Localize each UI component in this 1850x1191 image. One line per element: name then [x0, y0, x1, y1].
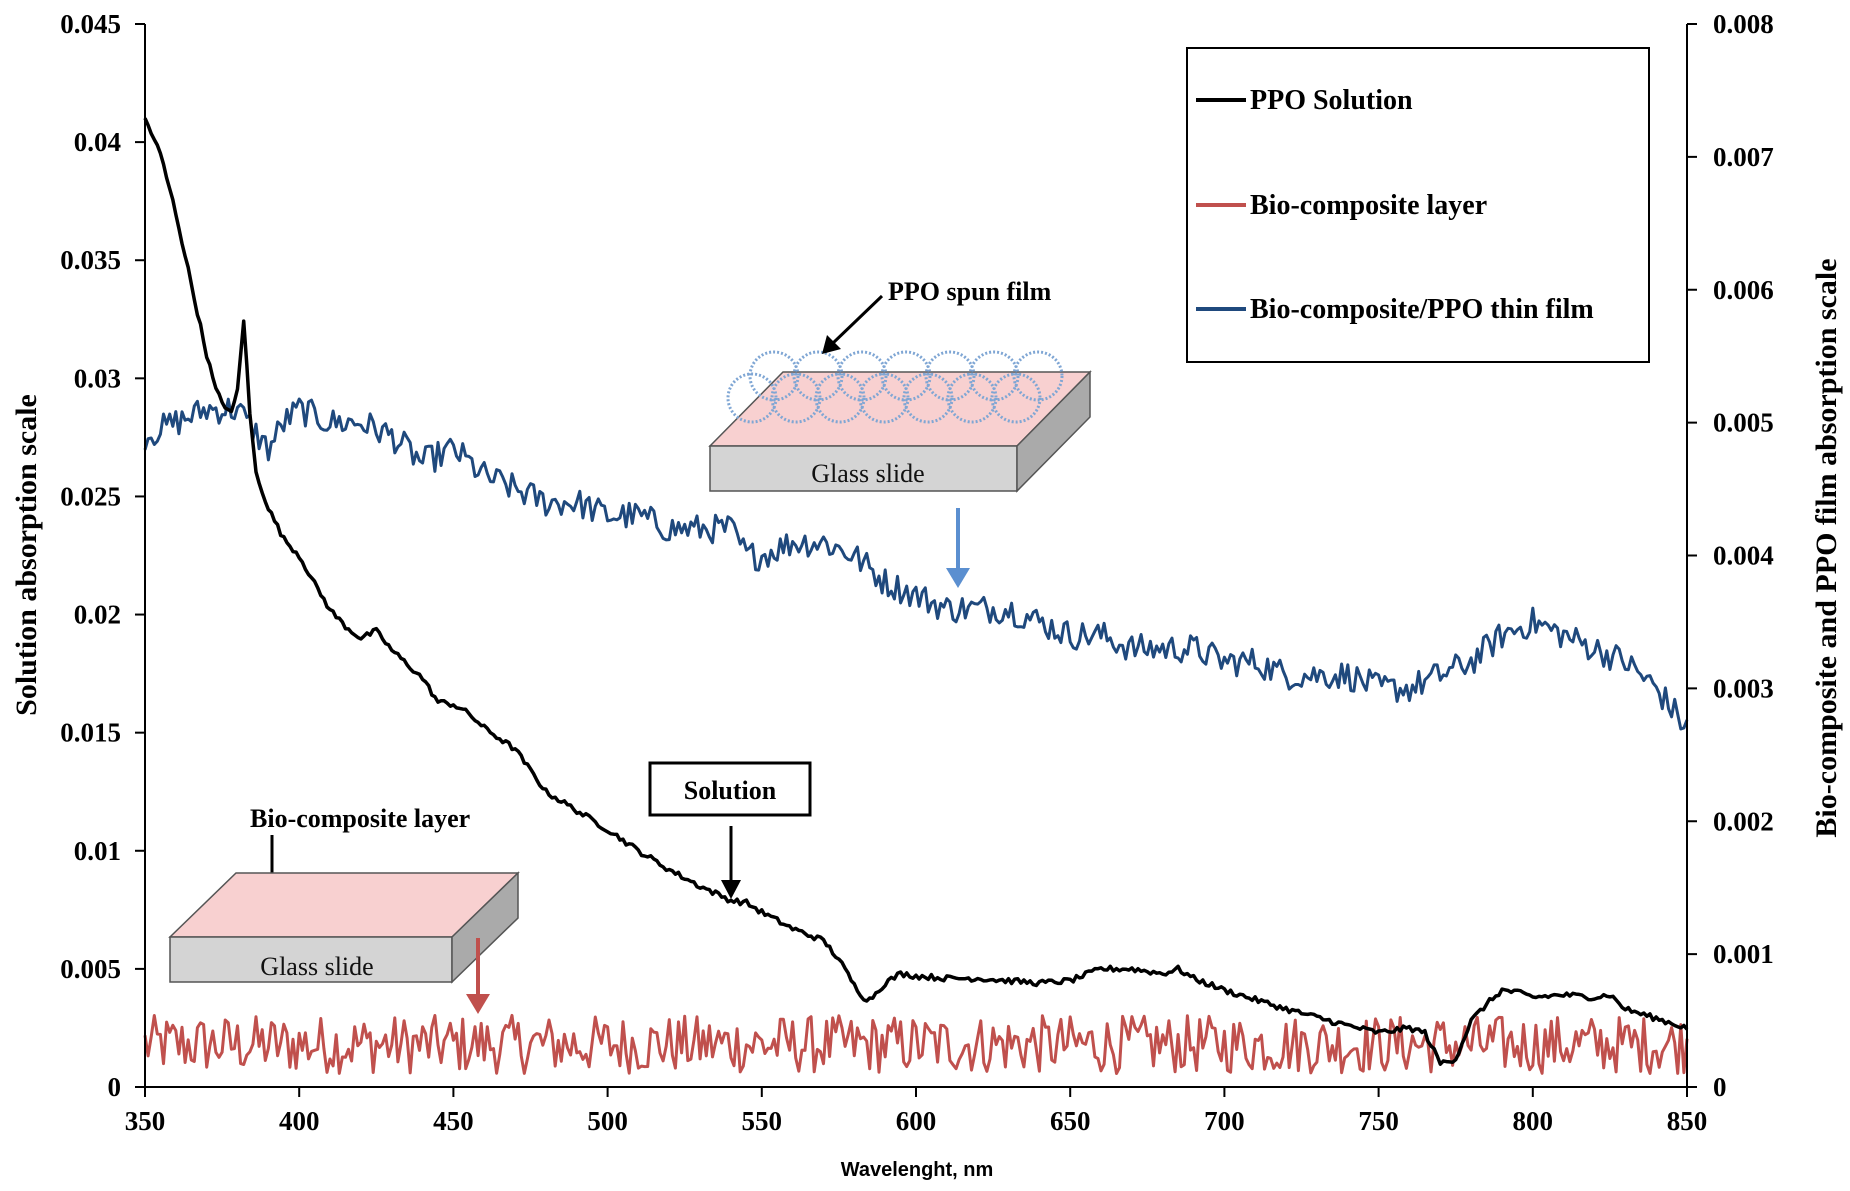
series-line-bio-composite-ppo-thin-film — [143, 397, 1689, 731]
film-slide-side — [1016, 370, 1091, 493]
legend-label-ppo-solution: PPO Solution — [1250, 85, 1413, 116]
x-tick-label: 650 — [1050, 1106, 1091, 1136]
legend-label-bio-composite-layer: Bio-composite layer — [1250, 190, 1487, 221]
y-tick-label-right: 0.001 — [1713, 939, 1774, 969]
x-axis-label: Wavelenght, nm — [841, 1159, 994, 1181]
glass-slide-label-left: Glass slide — [260, 952, 373, 981]
solution-annotation: Solution — [648, 761, 812, 899]
y-tick-label-left: 0.04 — [74, 127, 121, 157]
bio-pointer-arrowhead — [466, 994, 490, 1014]
ppo-ring — [946, 372, 998, 424]
bio-composite-layer-label: Bio-composite layer — [250, 804, 470, 833]
series-line-ppo-solution — [143, 117, 1689, 1066]
x-tick-label: 700 — [1204, 1106, 1245, 1136]
y-tick-label-left: 0.035 — [60, 245, 121, 275]
solution-box — [648, 761, 812, 817]
x-tick-label: 800 — [1513, 1106, 1554, 1136]
y-tick-label-right: 0.007 — [1713, 142, 1774, 172]
y-tick-label-left: 0.02 — [74, 600, 121, 630]
ticks-layer: 350 400 450 500 550 600 650 700 750 800 85000.0050… — [60, 9, 1774, 1136]
y-tick-label-left: 0.025 — [60, 481, 121, 511]
ppo-spun-film-arrowhead — [822, 335, 841, 354]
series-layer — [143, 117, 1689, 1075]
y-tick-label-left: 0.01 — [74, 836, 121, 866]
legend-label-thin-film: Bio-composite/PPO thin film — [1250, 294, 1594, 325]
thin-film-pointer-arrowhead — [946, 568, 970, 588]
y-axis-label-right: Bio-composite and PPO film absorption sc… — [1810, 258, 1843, 837]
ppo-film-illustration: Glass slide PPO spun film — [708, 277, 1092, 588]
ppo-ring — [858, 372, 910, 424]
ppo-ring — [924, 350, 976, 402]
x-tick-label: 600 — [896, 1106, 937, 1136]
glass-slide-label-right: Glass slide — [811, 459, 924, 488]
y-tick-label-left: 0.015 — [60, 718, 121, 748]
ppo-ring — [1012, 350, 1064, 402]
y-tick-label-right: 0.006 — [1713, 275, 1774, 305]
series-line-bio-composite-layer — [143, 1013, 1689, 1075]
solution-arrowhead — [721, 880, 741, 899]
ppo-ring — [814, 372, 866, 424]
ppo-ring — [792, 350, 844, 402]
legend-box — [1186, 47, 1650, 363]
ppo-ring — [748, 350, 800, 402]
ppo-ring — [726, 372, 778, 424]
y-tick-label-left: 0 — [108, 1072, 122, 1102]
x-tick-label: 350 — [125, 1106, 166, 1136]
ppo-rings — [726, 350, 1064, 424]
y-tick-label-right: 0.003 — [1713, 673, 1774, 703]
ppo-ring — [990, 372, 1042, 424]
ppo-spun-film-label: PPO spun film — [888, 277, 1052, 306]
ppo-ring — [968, 350, 1020, 402]
x-tick-label: 400 — [279, 1106, 320, 1136]
ppo-spun-film-arrow — [830, 294, 884, 346]
y-tick-label-right: 0.005 — [1713, 408, 1774, 438]
y-tick-label-right: 0 — [1713, 1072, 1727, 1102]
y-tick-label-right: 0.002 — [1713, 806, 1774, 836]
y-tick-label-right: 0.008 — [1713, 9, 1774, 39]
y-axis-label-left: Solution absorption scale — [10, 394, 43, 716]
x-tick-label: 850 — [1667, 1106, 1708, 1136]
x-tick-label: 750 — [1358, 1106, 1399, 1136]
x-tick-label: 550 — [742, 1106, 783, 1136]
ppo-ring — [770, 372, 822, 424]
bio-slide-side — [451, 871, 519, 984]
ppo-ring — [836, 350, 888, 402]
y-tick-label-right: 0.004 — [1713, 541, 1774, 571]
y-tick-label-left: 0.005 — [60, 954, 121, 984]
legend: PPO Solution Bio-composite layer Bio-com… — [1186, 47, 1650, 363]
x-tick-label: 500 — [587, 1106, 628, 1136]
y-tick-label-left: 0.045 — [60, 9, 121, 39]
bio-layer-illustration: Bio-composite layer Glass slide — [168, 804, 520, 1014]
solution-label: Solution — [684, 776, 777, 805]
x-tick-label: 450 — [433, 1106, 474, 1136]
y-tick-label-left: 0.03 — [74, 363, 121, 393]
ppo-ring — [880, 350, 932, 402]
ppo-ring — [902, 372, 954, 424]
